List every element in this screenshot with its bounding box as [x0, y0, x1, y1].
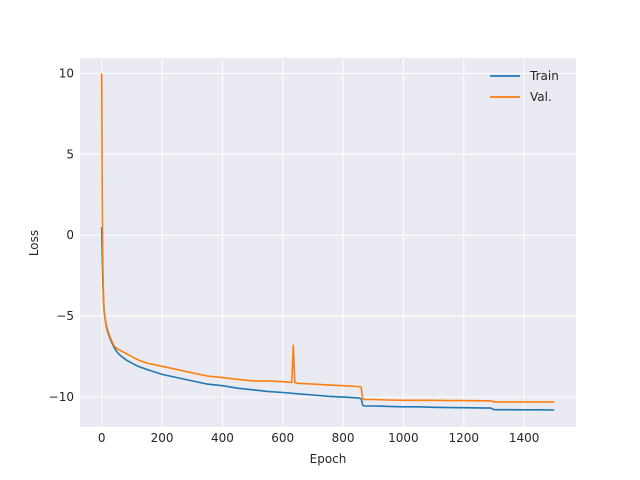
grid-lines: [80, 58, 576, 427]
series-line-val: [100, 73, 555, 403]
x-tick-label: 600: [271, 431, 294, 445]
x-axis-label: Epoch: [310, 452, 347, 466]
legend-label: Val.: [530, 90, 552, 104]
x-tick-label: 1200: [448, 431, 479, 445]
legend-label: Train: [529, 69, 559, 83]
x-tick-label: 1400: [509, 431, 540, 445]
x-tick-label: 400: [211, 431, 234, 445]
y-tick-label: 0: [66, 228, 74, 242]
y-tick-label: 10: [59, 66, 74, 80]
y-tick-label: −5: [56, 309, 74, 323]
plot-background: [80, 58, 576, 427]
y-tick-label: −10: [49, 390, 74, 404]
x-tick-label: 800: [332, 431, 355, 445]
y-tick-labels: −10 −5 0 5 10: [49, 66, 74, 404]
x-tick-label: 0: [98, 431, 106, 445]
x-tick-label: 200: [151, 431, 174, 445]
y-axis-label: Loss: [27, 230, 41, 256]
legend: Train Val.: [490, 69, 559, 104]
series-layer: [100, 73, 555, 411]
x-tick-labels: 0 200 400 600 800 1000 1200 1400: [98, 431, 539, 445]
y-tick-label: 5: [66, 147, 74, 161]
x-tick-label: 1000: [388, 431, 419, 445]
